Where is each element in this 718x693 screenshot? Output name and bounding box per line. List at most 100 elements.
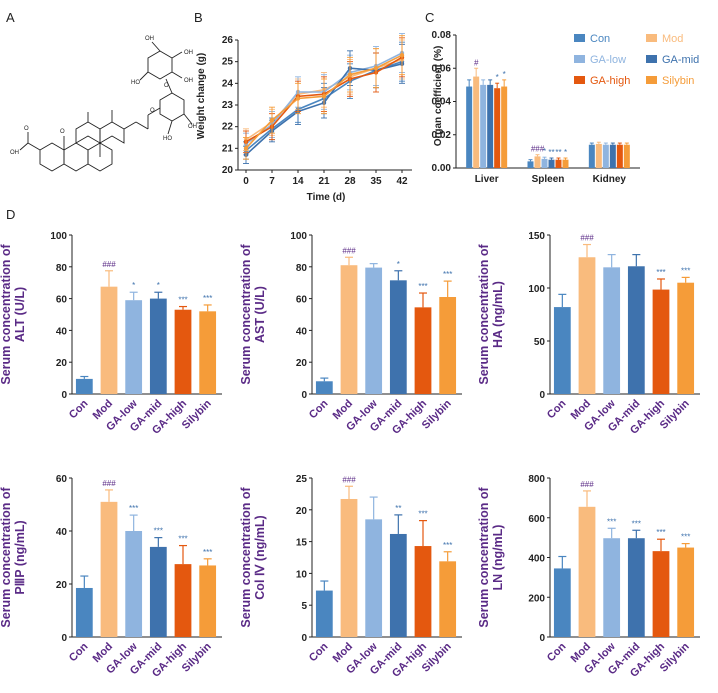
- significance-mark: ###: [342, 246, 356, 255]
- y-tick-label: 50: [534, 337, 546, 348]
- panel-label-c: C: [425, 10, 434, 25]
- bar: [439, 561, 457, 637]
- bar: [623, 144, 630, 168]
- serum-chart-coliv: 0 5 10 15 20 25 Serum concentration of Col Ⅳ (n…: [239, 474, 462, 680]
- sugar-ring-1: [159, 92, 185, 122]
- significance-mark: ***: [178, 296, 187, 305]
- ring-e: [99, 121, 125, 144]
- category-label: Con: [67, 397, 91, 421]
- y-tick-label: 80: [56, 263, 68, 274]
- legend-label: Silybin: [662, 75, 694, 87]
- bond: [123, 121, 137, 130]
- y-tick-label: 600: [528, 514, 545, 525]
- y-tick-label: 25: [222, 57, 234, 68]
- bar: [149, 298, 167, 394]
- legend-swatch: [574, 34, 585, 42]
- bar: [473, 76, 480, 168]
- panel-label-a: A: [6, 10, 15, 25]
- bar: [414, 307, 432, 394]
- legend-swatch: [646, 76, 657, 84]
- molecule-atom-labels: OH O O O O OH HO OH OH HO OH: [10, 36, 197, 156]
- y-tick-label: 5: [301, 601, 307, 612]
- bar: [439, 297, 457, 394]
- bar: [365, 267, 383, 394]
- significance-mark: ***: [418, 510, 427, 519]
- category-label: Con: [545, 397, 569, 421]
- bar: [652, 289, 670, 394]
- bond: [147, 107, 161, 116]
- category-label: Spleen: [532, 174, 565, 185]
- y-axis-title: PⅢP (ng/mL): [13, 520, 27, 594]
- y-axis-title: Col Ⅳ (ng/mL): [253, 515, 267, 599]
- atom-label: O: [150, 108, 155, 114]
- bar: [174, 564, 192, 637]
- y-tick-label: 10: [296, 569, 308, 580]
- significance-mark: **: [555, 148, 561, 157]
- legend-label: Con: [590, 33, 610, 45]
- bar: [534, 156, 541, 168]
- x-tick-label: 0: [243, 176, 249, 187]
- y-tick-label: 400: [528, 554, 545, 565]
- series-silybin: [243, 35, 405, 160]
- y-tick-label: 100: [290, 231, 307, 242]
- bar: [174, 309, 192, 394]
- atom-label: O: [164, 83, 169, 89]
- organ-coefficient-bar-chart: Organ coefficient (%) 0.00 0.02 0.04 0.06 0.…: [432, 30, 700, 185]
- panel-label-d: D: [6, 207, 15, 222]
- bar: [603, 538, 621, 637]
- bar: [487, 84, 494, 168]
- significance-mark: ###: [102, 479, 116, 488]
- y-axis-title: Serum concentration of: [239, 244, 253, 385]
- y-tick-label: 0.02: [432, 130, 452, 141]
- y-tick-label: 0: [61, 390, 67, 401]
- significance-mark: ***: [443, 270, 452, 279]
- y-tick-label: 100: [528, 284, 545, 295]
- legend-swatch: [646, 34, 657, 42]
- bar: [548, 159, 555, 168]
- bar: [75, 587, 93, 637]
- bond: [171, 71, 183, 79]
- significance-mark: ***: [681, 533, 690, 542]
- bar: [555, 159, 562, 168]
- bar: [125, 300, 143, 394]
- molecule-structure: [19, 41, 193, 172]
- bar: [389, 280, 407, 394]
- y-tick-label: 60: [56, 474, 68, 485]
- data-point: [243, 146, 249, 151]
- bond: [167, 120, 173, 135]
- bar: [315, 590, 333, 637]
- y-tick-label: 24: [222, 78, 234, 89]
- y-axis-title: LN (ng/mL): [491, 525, 505, 591]
- ring-c: [75, 121, 101, 144]
- atom-label: HO: [163, 136, 172, 142]
- category-label: Con: [545, 640, 569, 664]
- bar: [602, 144, 609, 168]
- bond: [27, 142, 41, 151]
- y-tick-label: 80: [296, 263, 308, 274]
- legend-label: GA-low: [590, 54, 626, 66]
- bar: [340, 265, 358, 394]
- bar: [553, 307, 571, 394]
- significance-mark: *: [397, 260, 400, 269]
- weight-change-line-chart: Weight change (g) Time (d) 20 21 22 23 24 25 2…: [196, 33, 412, 203]
- bar: [494, 88, 501, 168]
- sugar-ring-2: [147, 50, 173, 80]
- atom-label: OH: [10, 150, 19, 156]
- legend-label: Mod: [662, 33, 683, 45]
- data-point: [373, 65, 379, 71]
- atom-label: O: [24, 126, 29, 132]
- x-tick-label: 42: [396, 176, 408, 187]
- y-axis-title: Serum concentration of: [477, 244, 491, 385]
- y-axis-title: Serum concentration of: [0, 487, 13, 628]
- y-axis-title: HA (ng/mL): [491, 281, 505, 348]
- y-tick-label: 26: [222, 35, 234, 46]
- bar: [588, 144, 595, 168]
- y-tick-label: 21: [222, 143, 234, 154]
- y-tick-label: 20: [222, 165, 234, 176]
- significance-mark: ***: [203, 294, 212, 303]
- bar: [100, 501, 118, 637]
- bar: [389, 533, 407, 637]
- bar: [480, 84, 487, 168]
- bar: [414, 546, 432, 637]
- significance-mark: ***: [178, 535, 187, 544]
